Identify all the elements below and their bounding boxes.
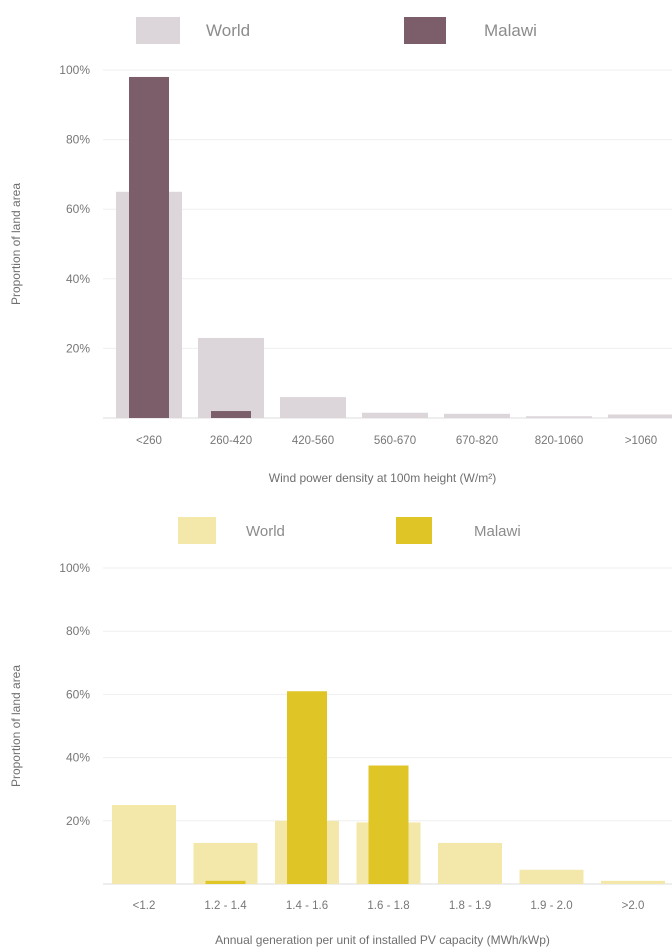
- wind-x-tick-label: >1060: [625, 435, 657, 447]
- wind-y-axis-title: Proportion of land area: [9, 183, 23, 305]
- wind-y-tick-label: 100%: [59, 63, 90, 77]
- wind-bar-malawi: [129, 76, 169, 419]
- wind-x-tick-label: 420-560: [292, 435, 334, 447]
- solar-x-tick-label: 1.8 - 1.9: [449, 900, 491, 912]
- wind-x-tick-label: 820-1060: [535, 435, 584, 447]
- solar-y-tick-label: 100%: [59, 561, 90, 575]
- solar-x-tick-label: 1.4 - 1.6: [286, 900, 328, 912]
- wind-x-tick-label: 260-420: [210, 435, 252, 447]
- solar-y-axis-title: Proportion of land area: [9, 665, 23, 787]
- solar-y-tick-label: 20%: [66, 814, 90, 828]
- solar-x-tick-label: 1.9 - 2.0: [530, 900, 572, 912]
- wind-legend-label-malawi: Malawi: [484, 21, 537, 40]
- solar-chart-svg: World Malawi 100% 80% 60% 40% 20% <1.2 1.2 - 1.4…: [9, 517, 672, 947]
- wind-legend-label-world: World: [206, 21, 250, 40]
- solar-x-tick-label: <1.2: [133, 900, 156, 912]
- solar-bar-world: [519, 869, 584, 884]
- solar-y-tick-label: 80%: [66, 624, 90, 638]
- solar-y-tick-label: 60%: [66, 687, 90, 701]
- solar-bar-world: [112, 805, 176, 884]
- solar-bar-malawi: [287, 691, 327, 884]
- wind-bar-world: [526, 416, 592, 418]
- solar-x-tick-label: >2.0: [622, 900, 645, 912]
- wind-y-tick-label: 40%: [66, 272, 90, 286]
- solar-legend-swatch-world: [178, 517, 216, 544]
- wind-bar-world: [198, 337, 264, 418]
- wind-x-tick-label: 670-820: [456, 435, 498, 447]
- solar-bar-malawi: [205, 880, 246, 884]
- solar-bar-world: [438, 842, 502, 884]
- wind-bar-world: [362, 412, 428, 418]
- wind-chart-svg: World Malawi 100% 80% 60% 40% 20% <260 260-420 42…: [9, 17, 672, 485]
- wind-x-tick-label: <260: [136, 435, 162, 447]
- wind-bar-world: [280, 397, 346, 418]
- wind-y-tick-label: 80%: [66, 133, 90, 147]
- wind-y-tick-label: 20%: [66, 341, 90, 355]
- solar-legend-swatch-malawi: [396, 517, 432, 544]
- wind-bar-malawi: [211, 411, 251, 418]
- solar-x-axis-title: Annual generation per unit of installed …: [215, 933, 550, 947]
- solar-legend-label-world: World: [246, 523, 285, 540]
- solar-x-tick-label: 1.6 - 1.8: [367, 900, 409, 912]
- solar-x-tick-label: 1.2 - 1.4: [204, 900, 247, 912]
- solar-y-tick-label: 40%: [66, 751, 90, 765]
- wind-y-tick-label: 60%: [66, 202, 90, 216]
- solar-bar-world: [193, 842, 258, 884]
- wind-x-axis-title: Wind power density at 100m height (W/m²): [269, 471, 496, 485]
- solar-bar-malawi: [368, 765, 409, 884]
- wind-chart: World Malawi 100% 80% 60% 40% 20% <260 260-420 42…: [9, 17, 672, 485]
- solar-bar-world: [601, 880, 665, 884]
- wind-bar-world: [444, 413, 510, 418]
- wind-legend-swatch-malawi: [404, 17, 446, 44]
- wind-legend-swatch-world: [136, 17, 180, 44]
- wind-bar-world: [608, 414, 672, 418]
- solar-chart: World Malawi 100% 80% 60% 40% 20% <1.2 1.2 - 1.4…: [0, 500, 672, 952]
- solar-legend-label-malawi: Malawi: [474, 523, 521, 540]
- wind-x-tick-label: 560-670: [374, 435, 416, 447]
